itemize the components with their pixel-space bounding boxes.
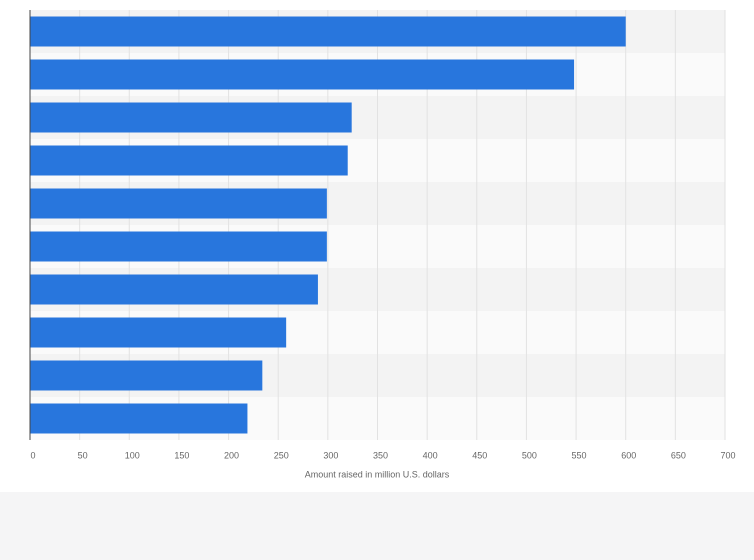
x-tick-label: 100 [125, 450, 140, 460]
bar [30, 145, 348, 176]
bar [30, 360, 263, 391]
x-tick-label: 300 [323, 450, 338, 460]
bar [30, 403, 248, 434]
x-tick-label: 550 [572, 450, 587, 460]
x-tick-label: 50 [78, 450, 88, 460]
bar [30, 16, 626, 47]
footer-background [0, 492, 754, 560]
bar [30, 274, 318, 305]
bar [30, 317, 287, 348]
x-tick-label: 200 [224, 450, 239, 460]
x-tick-label: 150 [174, 450, 189, 460]
bar [30, 102, 352, 133]
x-tick-label: 600 [621, 450, 636, 460]
bar [30, 59, 575, 90]
x-tick-label: 450 [472, 450, 487, 460]
x-tick-label: 650 [671, 450, 686, 460]
x-tick-label: 350 [373, 450, 388, 460]
x-tick-label: 0 [30, 450, 35, 460]
bar [30, 231, 327, 262]
x-tick-label: 250 [274, 450, 289, 460]
bar [30, 188, 327, 219]
x-tick-label: 700 [720, 450, 735, 460]
x-axis-title: Amount raised in million U.S. dollars [305, 469, 450, 479]
x-tick-label: 500 [522, 450, 537, 460]
x-tick-label: 400 [423, 450, 438, 460]
